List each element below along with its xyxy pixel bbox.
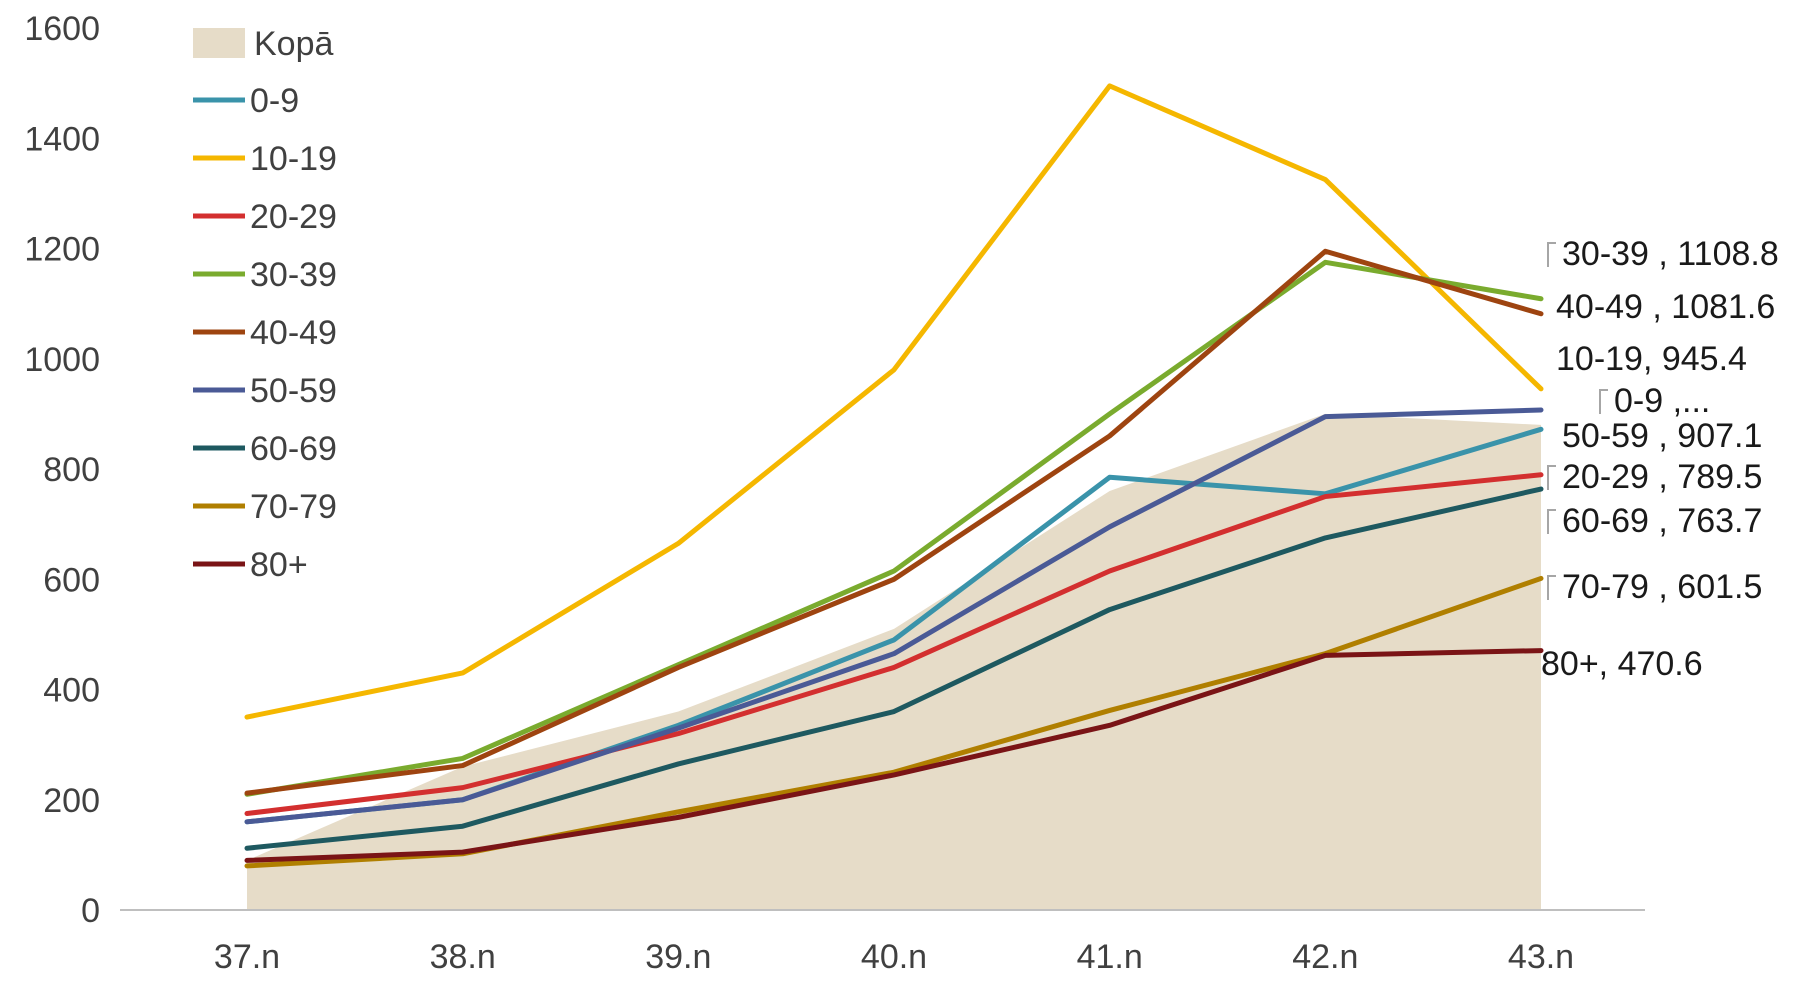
y-tick-label: 400 — [43, 672, 100, 710]
x-tick-labels: 37.n 38.n 39.n 40.n 41.n 42.n 43.n — [214, 938, 1574, 976]
y-tick-label: 1600 — [24, 10, 100, 48]
end-label-50-59: 50-59 , 907.1 — [1562, 417, 1762, 455]
label-leader — [1547, 575, 1556, 600]
series-lines — [244, 83, 1544, 869]
legend-label: 40-49 — [250, 314, 337, 352]
y-tick-label: 1200 — [24, 231, 100, 269]
legend-label: 60-69 — [250, 430, 337, 468]
end-label-70-79: 70-79 , 601.5 — [1562, 568, 1762, 606]
x-tick-label: 37.n — [214, 938, 280, 976]
series-line-80- — [244, 648, 1544, 863]
x-tick-label: 40.n — [861, 938, 927, 976]
y-tick-label: 600 — [43, 561, 100, 599]
label-leader — [1547, 242, 1556, 267]
y-tick-label: 800 — [43, 451, 100, 489]
y-tick-label: 200 — [43, 782, 100, 820]
series-line-60-69 — [244, 486, 1544, 851]
x-tick-label: 39.n — [645, 938, 711, 976]
legend-label: 50-59 — [250, 372, 337, 410]
series-line-30-39 — [244, 259, 1544, 797]
series-line-10-19 — [244, 83, 1544, 720]
area-kopa — [247, 413, 1541, 910]
series-line-40-49 — [244, 248, 1544, 796]
area-layer — [247, 413, 1541, 910]
legend-label: 10-19 — [250, 140, 337, 178]
y-tick-label: 0 — [81, 892, 100, 930]
series-line-50-59 — [244, 407, 1544, 825]
end-label-80-: 80+, 470.6 — [1541, 645, 1703, 683]
legend-label: 80+ — [250, 546, 308, 584]
end-label-20-29: 20-29 , 789.5 — [1562, 458, 1762, 496]
end-label-10-19: 10-19, 945.4 — [1556, 340, 1747, 378]
y-tick-label: 1400 — [24, 120, 100, 158]
label-leader — [1599, 389, 1608, 414]
legend-label: 20-29 — [250, 198, 337, 236]
x-tick-label: 38.n — [430, 938, 496, 976]
end-label-30-39: 30-39 , 1108.8 — [1562, 235, 1779, 273]
y-tick-label: 1000 — [24, 341, 100, 379]
legend-label: 0-9 — [250, 82, 299, 120]
legend-label: 30-39 — [250, 256, 337, 294]
x-tick-label: 42.n — [1292, 938, 1358, 976]
legend: Kopā 0-9 10-19 20-29 30-39 40-49 50-59 60-69 70-… — [193, 25, 337, 584]
label-leader — [1547, 509, 1556, 534]
end-label-40-49: 40-49 , 1081.6 — [1556, 288, 1775, 326]
end-label-60-69: 60-69 , 763.7 — [1562, 502, 1762, 540]
x-tick-label: 43.n — [1508, 938, 1574, 976]
x-tick-label: 41.n — [1077, 938, 1143, 976]
legend-label: 70-79 — [250, 488, 337, 526]
label-leader — [1547, 465, 1556, 490]
end-label-0-9: 0-9 ,... — [1614, 382, 1710, 420]
end-labels: 0-9 ,... 10-19, 945.4 20-29 , 789.5 30-39 ,… — [1541, 235, 1779, 683]
series-line-20-29 — [244, 472, 1544, 817]
y-tick-labels: 0 200 400 600 800 1000 1200 1400 1600 — [24, 10, 100, 930]
legend-swatch-kopa — [193, 28, 245, 58]
legend-label-kopa: Kopā — [254, 25, 333, 63]
